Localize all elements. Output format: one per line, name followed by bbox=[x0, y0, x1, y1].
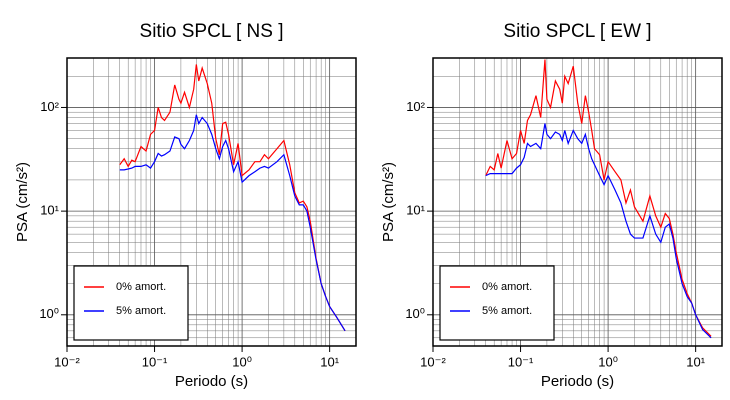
chart-title: Sitio SPCL [ NS ] bbox=[140, 21, 284, 42]
legend-label: 0% amort. bbox=[116, 281, 166, 293]
y-tick-label: 10¹ bbox=[406, 203, 425, 218]
plot: 10⁻² 10⁻¹ 10⁰ 10¹ 10⁰ 10¹ 10² Sitio SPCL [ NS ]… bbox=[14, 21, 357, 390]
plot: 10⁻² 10⁻¹ 10⁰ 10¹ 10⁰ 10¹ 10² Sitio SPCL [ EW ]… bbox=[380, 21, 723, 390]
legend-label: 5% amort. bbox=[116, 305, 166, 317]
x-tick-label: 10⁰ bbox=[232, 354, 252, 369]
x-tick-label: 10¹ bbox=[320, 354, 339, 369]
x-tick-label: 10⁻² bbox=[54, 354, 80, 369]
plot-frame bbox=[432, 57, 723, 347]
y-tick-label: 10¹ bbox=[40, 203, 59, 218]
series-line bbox=[485, 59, 712, 337]
x-tick-label: 10⁻¹ bbox=[142, 354, 168, 369]
y-axis-label: PSA (cm/s²) bbox=[14, 162, 31, 242]
legend-box bbox=[73, 265, 189, 341]
x-tick-label: 10¹ bbox=[686, 354, 705, 369]
y-tick-label: 10² bbox=[40, 99, 59, 114]
x-axis-label: Periodo (s) bbox=[175, 373, 248, 390]
chart-title: Sitio SPCL [ EW ] bbox=[503, 21, 651, 42]
x-tick-label: 10⁰ bbox=[598, 354, 618, 369]
y-axis-label: PSA (cm/s²) bbox=[380, 162, 397, 242]
legend-label: 0% amort. bbox=[482, 281, 532, 293]
plot-frame bbox=[66, 57, 357, 347]
series-line bbox=[119, 114, 346, 332]
y-tick-label: 10² bbox=[406, 99, 425, 114]
series-line bbox=[119, 64, 346, 332]
x-tick-label: 10⁻¹ bbox=[508, 354, 534, 369]
x-tick-label: 10⁻² bbox=[420, 354, 446, 369]
y-tick-label: 10⁰ bbox=[405, 306, 425, 321]
y-tick-label: 10⁰ bbox=[39, 306, 59, 321]
legend-label: 5% amort. bbox=[482, 305, 532, 317]
series-line bbox=[485, 123, 712, 339]
x-axis-label: Periodo (s) bbox=[541, 373, 614, 390]
legend-box bbox=[439, 265, 555, 341]
